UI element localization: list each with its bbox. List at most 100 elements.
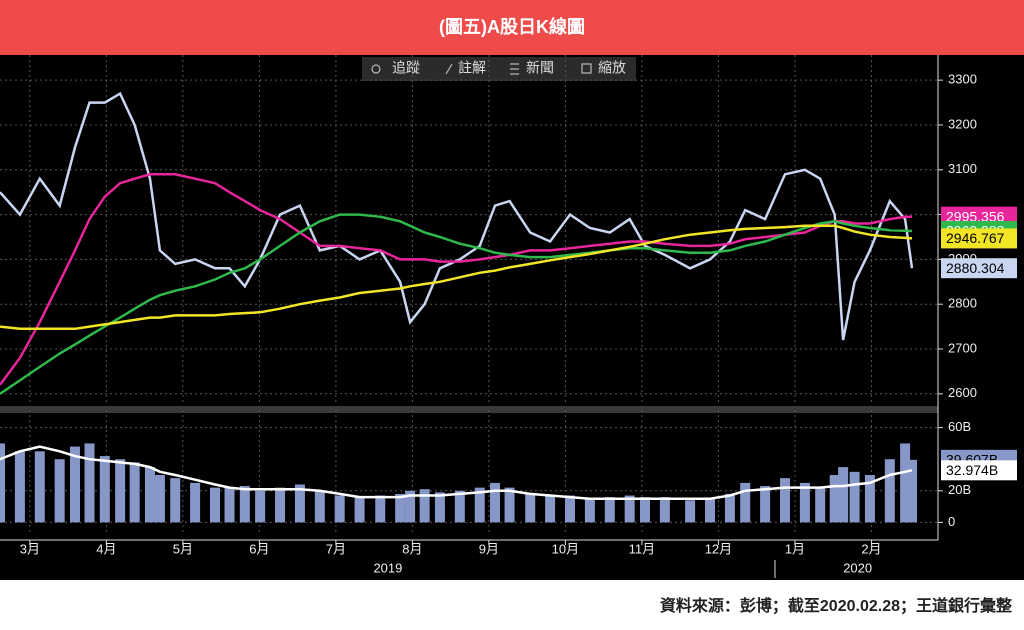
volume-bar	[584, 498, 595, 523]
x-tick-label: 9月	[479, 541, 499, 556]
volume-bar	[474, 487, 485, 523]
volume-bar	[504, 487, 515, 523]
track-icon[interactable]	[371, 64, 381, 74]
toolbar-button[interactable]: 追蹤	[392, 60, 420, 76]
year-label: 2020	[843, 560, 872, 575]
y-tick-label: 2800	[948, 296, 977, 311]
volume-bar	[275, 487, 286, 523]
volume-bar	[659, 497, 670, 523]
volume-bar	[190, 482, 201, 523]
y-tick-label: 3100	[948, 161, 977, 176]
volume-bar	[545, 495, 556, 523]
title: (圖五)A股日K線圖	[439, 16, 585, 37]
volume-bar	[829, 475, 840, 523]
series-line	[0, 224, 913, 331]
volume-bar	[815, 487, 826, 523]
volume-bar	[434, 492, 445, 523]
volume-bar	[69, 446, 80, 523]
toolbar-button[interactable]: 新聞	[526, 60, 554, 76]
volume-bar	[454, 490, 465, 523]
volume-bar	[115, 459, 126, 523]
y-tick-label: 20B	[948, 482, 971, 497]
volume-bar	[129, 462, 140, 523]
toolbar-button[interactable]: 縮放	[598, 60, 626, 76]
y-tick-label: 2600	[948, 385, 977, 400]
volume-bar	[624, 495, 635, 523]
last-value-label: 2946.767	[946, 230, 1005, 246]
zoom-icon[interactable]	[581, 63, 592, 74]
y-tick-label: 3300	[948, 72, 977, 87]
toolbar: 追蹤 註解 新聞 縮放	[362, 57, 636, 81]
volume-bar	[864, 475, 875, 523]
volume-bar	[405, 490, 416, 523]
volume-bar	[419, 489, 430, 523]
panel-divider	[0, 406, 938, 413]
last-value-label: 2880.304	[946, 260, 1005, 276]
volume-bar	[209, 487, 220, 523]
last-value-box	[941, 460, 1017, 481]
volume-bar	[705, 498, 716, 523]
volume-bar	[334, 495, 345, 523]
volume-bar	[255, 490, 266, 523]
volume-bar	[779, 478, 790, 523]
x-tick-label: 11月	[629, 541, 656, 556]
x-tick-label: 1月	[785, 541, 805, 556]
x-tick-label: 3月	[20, 541, 40, 556]
volume-bar	[294, 484, 305, 523]
volume-bar	[490, 482, 501, 523]
series-line	[0, 213, 913, 395]
volume-bar	[838, 467, 849, 523]
volume-bar	[154, 475, 165, 523]
volume-bar	[884, 459, 895, 523]
x-tick-label: 4月	[96, 541, 116, 556]
x-tick-label: 5月	[173, 541, 193, 556]
volume-bar	[99, 456, 110, 523]
title-bar	[0, 0, 1024, 55]
series-line	[0, 91, 914, 341]
volume-bar	[604, 497, 615, 523]
x-tick-label: 6月	[249, 541, 269, 556]
volume-bar	[395, 493, 406, 523]
volume-bar	[849, 471, 860, 523]
last-value-label: 2995.356	[946, 208, 1005, 224]
year-label: 2019	[373, 560, 402, 575]
volume-bar	[354, 497, 365, 523]
volume-bar	[525, 493, 536, 523]
volume-bar	[84, 443, 95, 523]
volume-bar	[799, 482, 810, 523]
last-value-box	[941, 258, 1017, 279]
volume-bar	[224, 487, 235, 523]
volume-bar	[685, 500, 696, 523]
volume-bar	[724, 493, 735, 523]
volume-bar	[170, 478, 181, 523]
x-tick-label: 12月	[705, 541, 732, 556]
annotate-icon[interactable]	[445, 63, 453, 75]
volume-bar	[144, 467, 155, 523]
x-tick-label: 7月	[326, 541, 346, 556]
volume-bar	[375, 495, 386, 523]
series-line	[0, 445, 913, 500]
volume-bar	[760, 486, 771, 523]
y-tick-label: 60B	[948, 419, 971, 434]
source-note: 資料來源：彭博；截至2020.02.28；王道銀行彙整	[660, 596, 1012, 615]
volume-bar	[0, 443, 5, 523]
last-value-label: 32.974B	[946, 462, 998, 478]
y-tick-label: 3200	[948, 116, 977, 131]
y-tick-label: 0	[948, 514, 955, 529]
volume-bar	[907, 459, 917, 523]
x-tick-label: 8月	[402, 541, 422, 556]
volume-bar	[639, 497, 650, 523]
x-tick-label: 10月	[552, 541, 579, 556]
volume-bar	[239, 486, 250, 523]
volume-bar	[54, 459, 65, 523]
toolbar-button[interactable]: 註解	[458, 60, 486, 76]
volume-bar	[314, 490, 325, 523]
last-value-box	[941, 228, 1017, 249]
volume-bar	[900, 443, 911, 523]
volume-bar	[34, 451, 45, 523]
toolbar-background	[362, 57, 636, 81]
y-tick-label: 2700	[948, 340, 977, 355]
x-tick-label: 2月	[861, 541, 881, 556]
volume-bar	[565, 495, 575, 523]
